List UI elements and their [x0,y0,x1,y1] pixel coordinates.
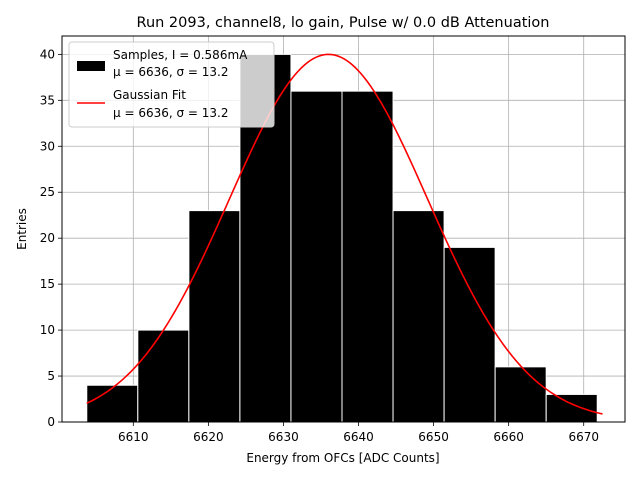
y-tick-label: 30 [40,139,55,153]
x-tick-label: 6610 [118,430,149,444]
histogram-bar [494,366,547,423]
histogram-bar [392,210,445,423]
y-tick-label: 0 [47,415,55,429]
histogram-bar [290,90,343,423]
histogram-bar [443,246,496,423]
y-tick-label: 10 [40,323,55,337]
histogram-bar [545,393,598,423]
plot-frame [61,35,626,423]
histogram-bar [137,329,190,423]
histogram-bar [86,384,139,423]
gaussian-fit-line [86,53,603,415]
x-axis-label: Energy from OFCs [ADC Counts] [246,451,439,465]
y-tick-label: 35 [40,93,55,107]
x-tick-label: 6650 [418,430,449,444]
x-tick-label: 6670 [568,430,599,444]
y-tick-label: 40 [40,47,55,61]
legend-fit-label: Gaussian Fit [113,88,186,102]
y-tick-label: 20 [40,231,55,245]
x-tick-label: 6620 [193,430,224,444]
histogram-bar [341,90,394,423]
histogram-bar [188,210,241,423]
y-axis-label: Entries [15,208,29,250]
x-axis-ticks: 6610 6620 6630 6640 6650 6660 6670 [118,422,599,444]
x-tick-label: 6630 [268,430,299,444]
legend-samples-label: Samples, I = 0.586mA [113,48,248,62]
legend-fit-stats: μ = 6636, σ = 13.2 [113,106,229,120]
legend-samples-stats: μ = 6636, σ = 13.2 [113,65,229,79]
y-axis-ticks: 0 5 10 15 20 25 30 35 40 [40,47,62,429]
chart-title: Run 2093, channel8, lo gain, Pulse w/ 0.… [137,15,550,31]
x-tick-label: 6640 [343,430,374,444]
legend-box [68,41,275,128]
x-tick-label: 6660 [493,430,524,444]
y-tick-label: 25 [40,185,55,199]
y-tick-label: 15 [40,277,55,291]
y-tick-label: 5 [47,369,55,383]
legend-samples-swatch [77,61,105,71]
legend: Samples, I = 0.586mA μ = 6636, σ = 13.2 … [68,41,275,128]
